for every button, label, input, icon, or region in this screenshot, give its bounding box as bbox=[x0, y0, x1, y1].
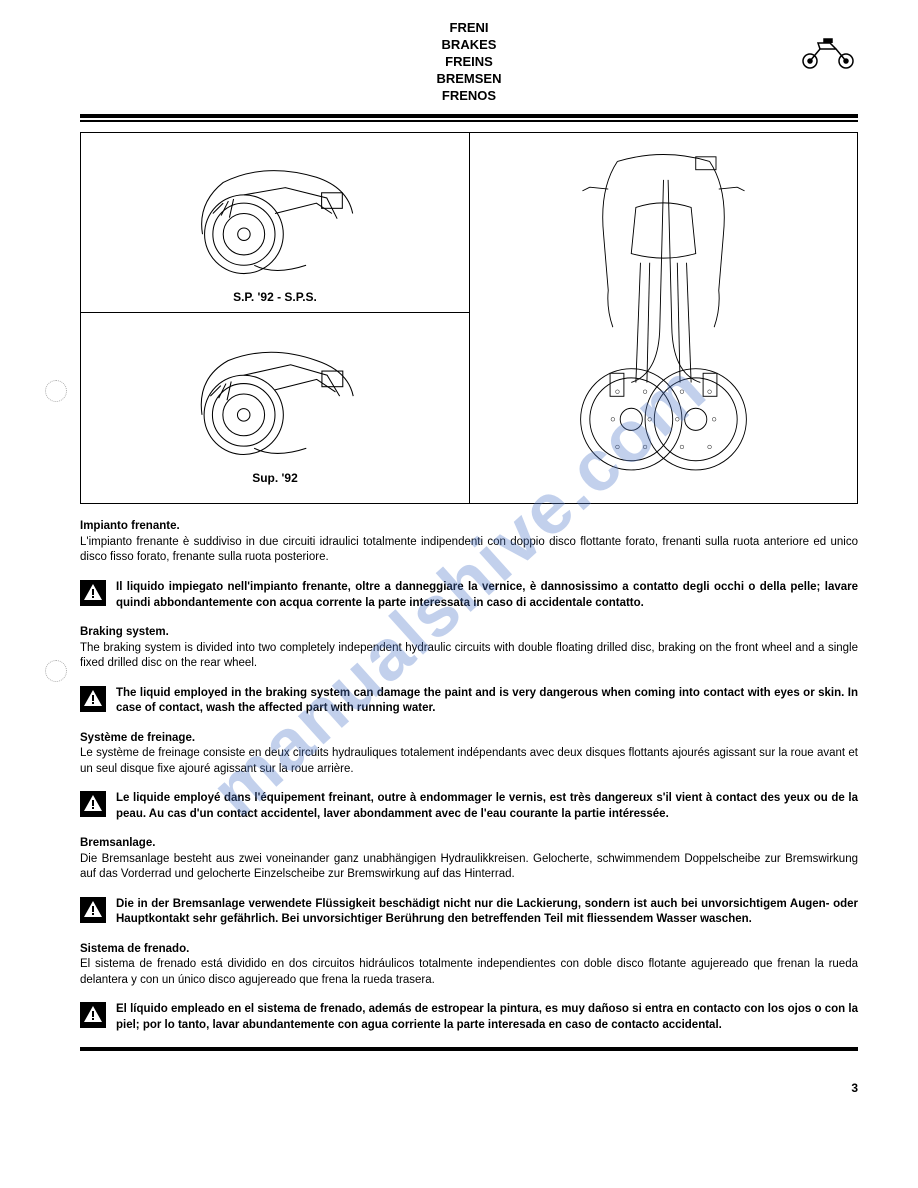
warning-text-de: Die in der Bremsanlage verwendete Flüssi… bbox=[116, 897, 858, 928]
figure-front-brake bbox=[469, 133, 857, 503]
section-title-de: Bremsanlage. bbox=[80, 836, 858, 852]
header-rule-thin bbox=[80, 120, 858, 122]
punch-hole bbox=[45, 380, 67, 402]
section-body-fr: Le système de freinage consiste en deux … bbox=[80, 747, 858, 775]
page-header: FRENI BRAKES FREINS BREMSEN FRENOS bbox=[80, 20, 858, 104]
title-de: BREMSEN bbox=[80, 71, 858, 88]
figure-rear-brake-sp: S.P. '92 - S.P.S. bbox=[81, 133, 469, 313]
section-title-es: Sistema de frenado. bbox=[80, 942, 858, 958]
section-en: Braking system. The braking system is di… bbox=[80, 625, 858, 672]
punch-hole bbox=[45, 660, 67, 682]
section-title-en: Braking system. bbox=[80, 625, 858, 641]
figure-panel: S.P. '92 - S.P.S. Sup. '92 bbox=[80, 132, 858, 504]
warning-icon bbox=[80, 1002, 106, 1028]
page-number: 3 bbox=[80, 1081, 858, 1095]
warning-de: Die in der Bremsanlage verwendete Flüssi… bbox=[80, 897, 858, 928]
warning-text-en: The liquid employed in the braking syste… bbox=[116, 686, 858, 717]
header-titles: FRENI BRAKES FREINS BREMSEN FRENOS bbox=[80, 20, 858, 104]
warning-text-es: El líquido empleado en el sistema de fre… bbox=[116, 1002, 858, 1033]
header-rule-thick bbox=[80, 114, 858, 118]
figure-caption-sup: Sup. '92 bbox=[252, 471, 298, 485]
warning-icon bbox=[80, 580, 106, 606]
figure-rear-brake-sup: Sup. '92 bbox=[81, 313, 469, 493]
section-body-en: The braking system is divided into two c… bbox=[80, 642, 858, 670]
warning-fr: Le liquide employé dans l'équipement fre… bbox=[80, 791, 858, 822]
warning-it: Il liquido impiegato nell'impianto frena… bbox=[80, 580, 858, 611]
figure-caption-sp: S.P. '92 - S.P.S. bbox=[233, 290, 317, 304]
section-es: Sistema de frenado. El sistema de frenad… bbox=[80, 942, 858, 989]
warning-en: The liquid employed in the braking syste… bbox=[80, 686, 858, 717]
section-fr: Système de freinage. Le système de frein… bbox=[80, 731, 858, 778]
warning-icon bbox=[80, 897, 106, 923]
section-body-it: L'impianto frenante è suddiviso in due c… bbox=[80, 536, 858, 564]
section-title-it: Impianto frenante. bbox=[80, 519, 858, 535]
warning-text-it: Il liquido impiegato nell'impianto frena… bbox=[116, 580, 858, 611]
title-fr: FREINS bbox=[80, 54, 858, 71]
title-it: FRENI bbox=[80, 20, 858, 37]
warning-es: El líquido empleado en el sistema de fre… bbox=[80, 1002, 858, 1033]
warning-text-fr: Le liquide employé dans l'équipement fre… bbox=[116, 791, 858, 822]
section-it: Impianto frenante. L'impianto frenante è… bbox=[80, 519, 858, 566]
section-body-es: El sistema de frenado está dividido en d… bbox=[80, 958, 858, 986]
footer-rule bbox=[80, 1047, 858, 1051]
section-title-fr: Système de freinage. bbox=[80, 731, 858, 747]
title-en: BRAKES bbox=[80, 37, 858, 54]
section-de: Bremsanlage. Die Bremsanlage besteht aus… bbox=[80, 836, 858, 883]
section-body-de: Die Bremsanlage besteht aus zwei voneina… bbox=[80, 853, 858, 881]
title-es: FRENOS bbox=[80, 88, 858, 105]
warning-icon bbox=[80, 791, 106, 817]
warning-icon bbox=[80, 686, 106, 712]
motorcycle-icon bbox=[798, 35, 858, 75]
